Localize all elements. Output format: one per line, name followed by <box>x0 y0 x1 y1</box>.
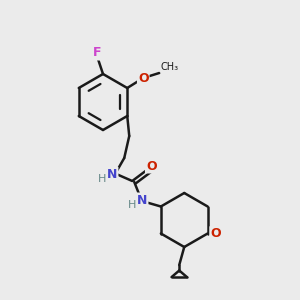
Text: H: H <box>98 174 106 184</box>
Text: CH₃: CH₃ <box>160 62 178 72</box>
Text: O: O <box>210 227 221 240</box>
Text: O: O <box>146 160 157 172</box>
Text: H: H <box>128 200 136 210</box>
Text: F: F <box>93 46 101 59</box>
Text: N: N <box>137 194 147 206</box>
Text: O: O <box>138 71 148 85</box>
Text: N: N <box>107 167 117 181</box>
